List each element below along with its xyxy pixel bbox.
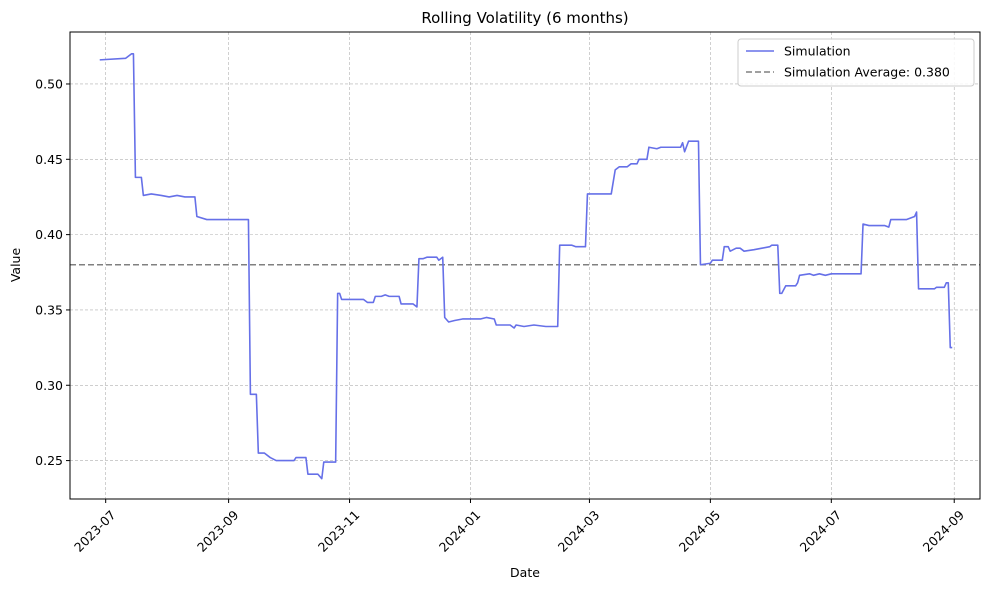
- y-tick-label: 0.35: [35, 302, 63, 317]
- y-tick-label: 0.25: [35, 453, 63, 468]
- plot-frame: [69, 31, 981, 500]
- legend-box: [737, 38, 975, 87]
- legend-label-average: Simulation Average: 0.380: [784, 65, 950, 80]
- y-tick-label: 0.40: [35, 227, 63, 242]
- legend: Simulation Simulation Average: 0.380: [737, 38, 975, 87]
- y-tick-label: 0.45: [35, 152, 63, 167]
- y-axis-ticks: 0.25 0.30 0.35 0.40 0.45 0.50: [35, 76, 70, 468]
- x-axis-label: Date: [510, 565, 540, 580]
- y-tick-label: 0.50: [35, 76, 63, 91]
- legend-label-simulation: Simulation: [784, 44, 851, 59]
- series-lines: [99, 53, 953, 480]
- grid: [70, 32, 980, 499]
- y-axis-label: Value: [8, 248, 23, 283]
- chart-title: Rolling Volatility (6 months): [421, 9, 628, 27]
- series-line-simulation: [99, 53, 953, 480]
- y-tick-label: 0.30: [35, 378, 63, 393]
